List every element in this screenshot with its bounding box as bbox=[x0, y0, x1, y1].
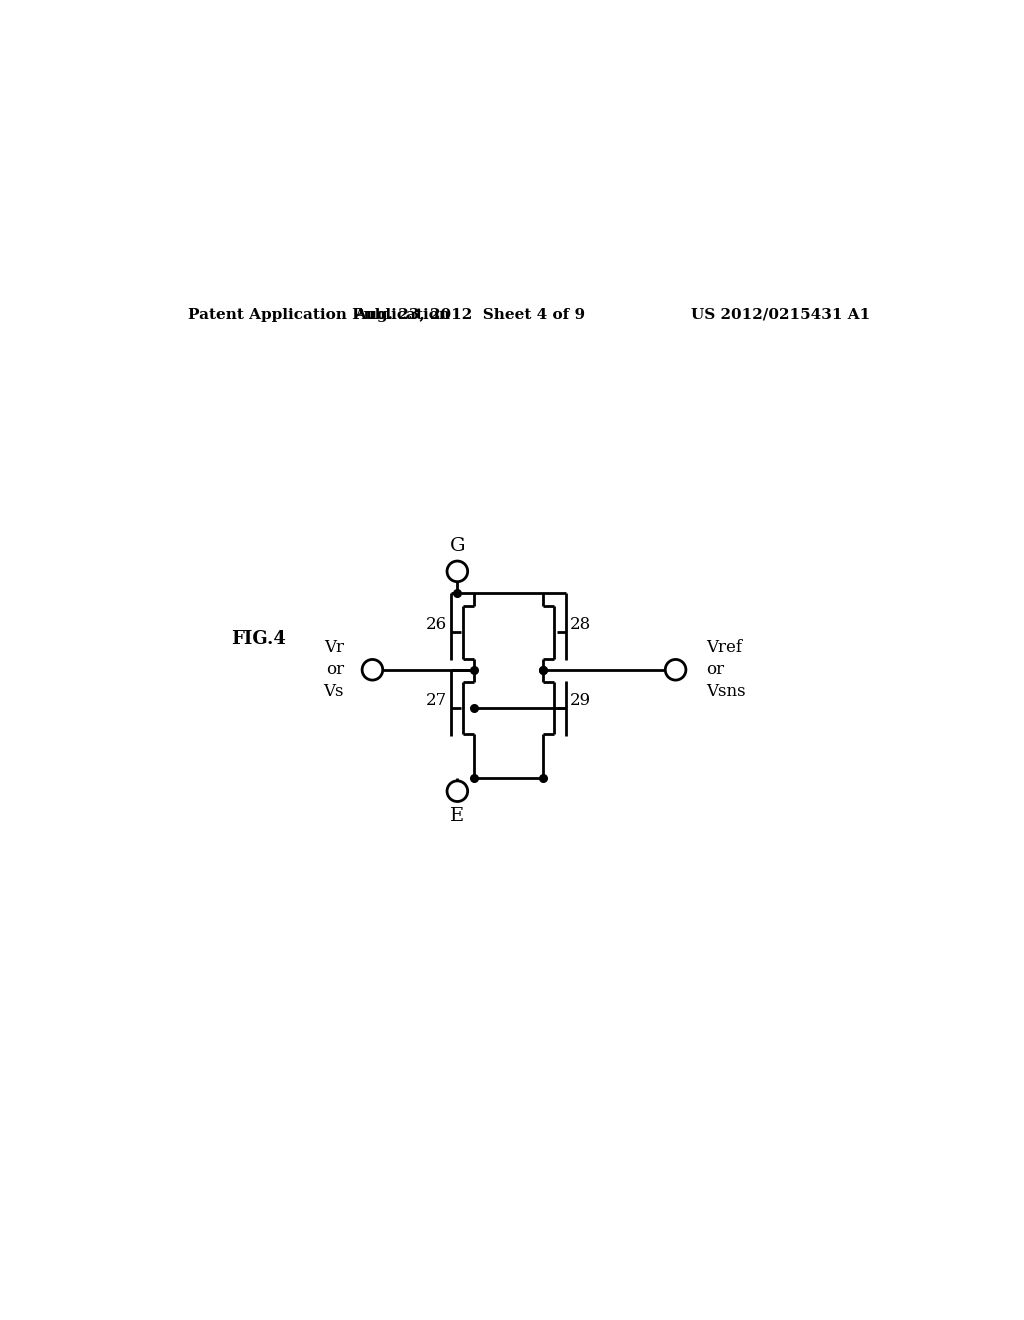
Text: G: G bbox=[450, 537, 465, 556]
Text: E: E bbox=[451, 807, 465, 825]
Text: Vref
or
Vsns: Vref or Vsns bbox=[706, 639, 745, 701]
Text: 29: 29 bbox=[570, 692, 591, 709]
Text: 27: 27 bbox=[426, 692, 447, 709]
Text: 26: 26 bbox=[426, 616, 447, 634]
Text: Vr
or
Vs: Vr or Vs bbox=[324, 639, 344, 701]
Text: Aug. 23, 2012  Sheet 4 of 9: Aug. 23, 2012 Sheet 4 of 9 bbox=[353, 308, 585, 322]
Text: 28: 28 bbox=[570, 616, 591, 634]
Text: Patent Application Publication: Patent Application Publication bbox=[187, 308, 450, 322]
Text: FIG.4: FIG.4 bbox=[231, 630, 286, 648]
Text: US 2012/0215431 A1: US 2012/0215431 A1 bbox=[691, 308, 870, 322]
